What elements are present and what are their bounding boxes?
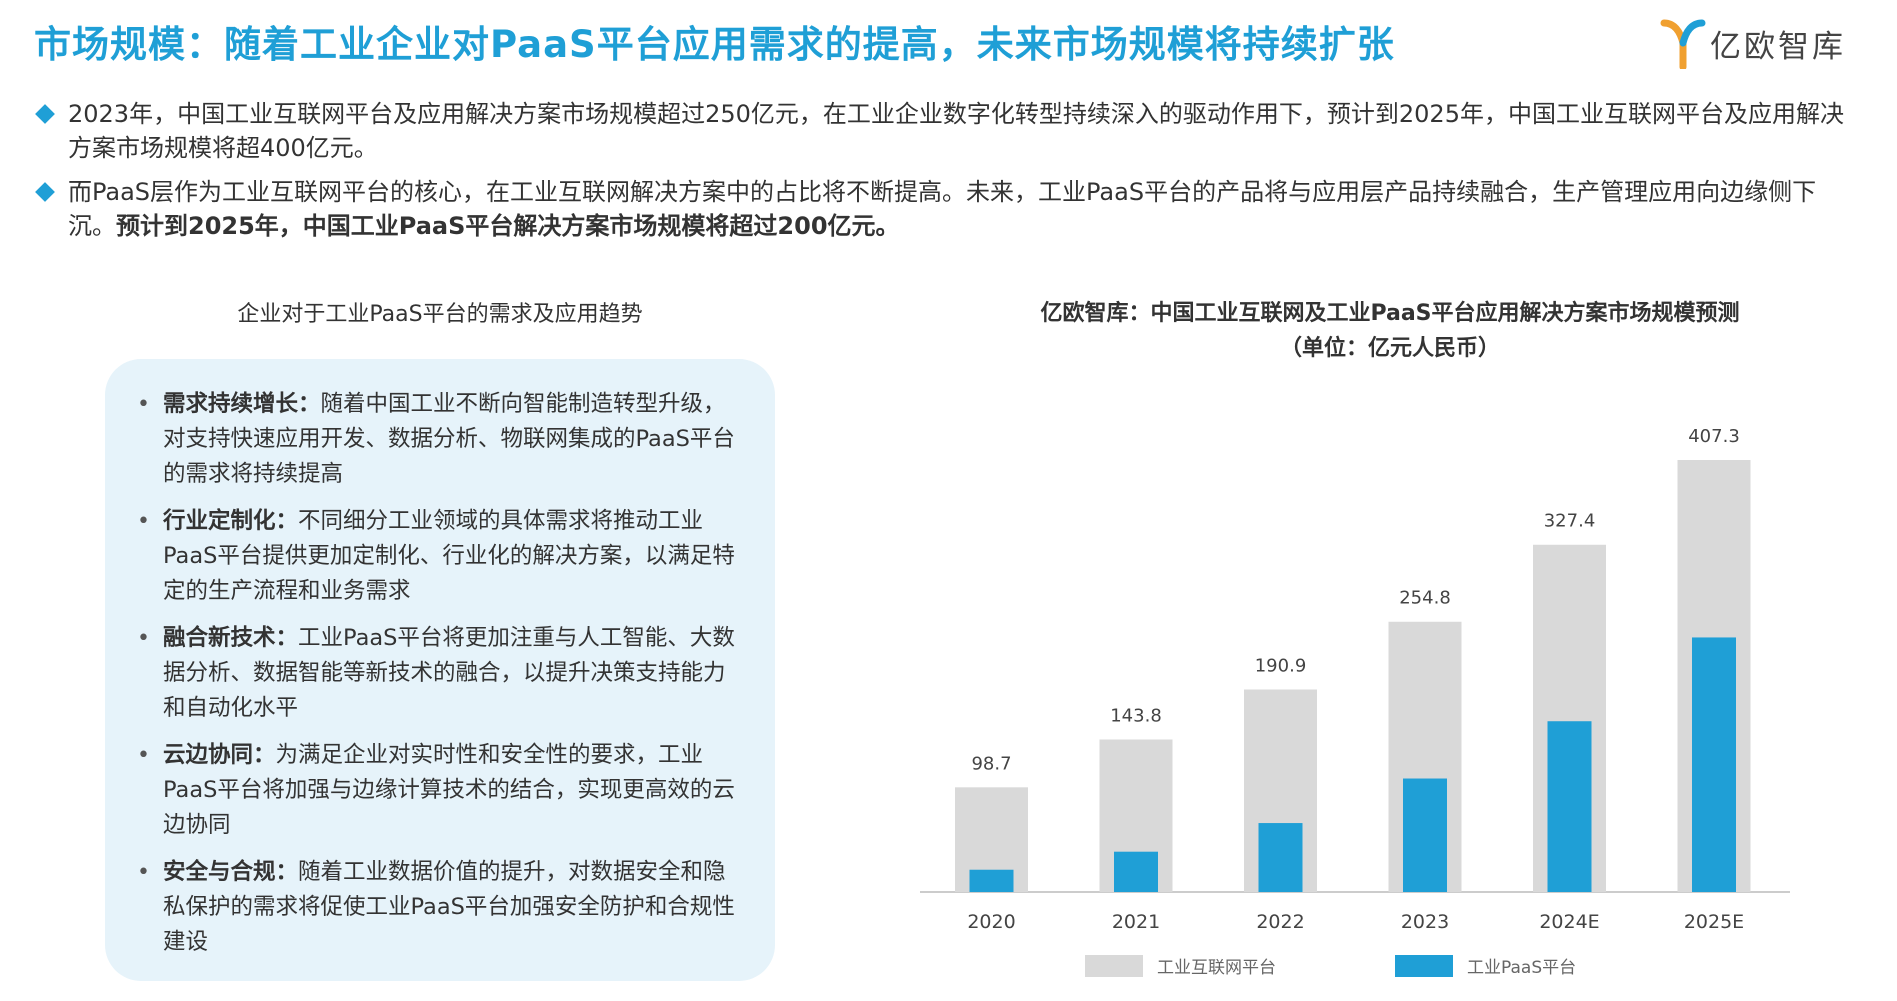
bullet-dot-icon: • bbox=[137, 392, 150, 417]
x-tick-label: 2023 bbox=[1401, 911, 1449, 933]
summary-bullet: 2023年，中国工业互联网平台及应用解决方案市场规模超过250亿元，在工业企业数… bbox=[34, 97, 1864, 165]
trend-item-head: 安全与合规： bbox=[163, 859, 299, 885]
trend-item-body: 不同细分工业领域的具体需求将推动工业PaaS平台提供更加定制化、行业化的解决方案… bbox=[163, 508, 735, 604]
trend-item-body: 工业PaaS平台将更加注重与人工智能、大数据分析、数据智能等新技术的融合，以提升… bbox=[163, 625, 735, 721]
x-tick-label: 2025E bbox=[1684, 911, 1744, 933]
bullet-dot-icon: • bbox=[137, 626, 150, 651]
page-title: 市场规模：随着工业企业对PaaS平台应用需求的提高，未来市场规模将持续扩张 bbox=[34, 23, 1395, 66]
legend-label-industrial-paas-platform: 工业PaaS平台 bbox=[1467, 958, 1576, 978]
bar-value-label: 327.4 bbox=[1544, 511, 1596, 532]
bullet-dot-icon: • bbox=[137, 743, 150, 768]
legend-swatch-industrial-paas-platform bbox=[1395, 955, 1453, 977]
brand-logo: 亿欧智库 bbox=[1660, 14, 1880, 72]
x-tick-label: 2020 bbox=[967, 911, 1015, 933]
trend-item-body: 随着中国工业不断向智能制造转型升级，对支持快速应用开发、数据分析、物联网集成的P… bbox=[163, 391, 735, 487]
bar-value-label: 254.8 bbox=[1399, 588, 1451, 609]
x-tick-label: 2021 bbox=[1112, 911, 1160, 933]
trend-item-head: 融合新技术： bbox=[163, 625, 299, 651]
chart-title-block: 亿欧智库：中国工业互联网及工业PaaS平台应用解决方案市场规模预测 （单位：亿元… bbox=[900, 296, 1880, 366]
bar-industrial-paas-platform bbox=[1114, 851, 1158, 892]
logo-text: 亿欧智库 bbox=[1710, 28, 1846, 65]
trend-item-head: 云边协同： bbox=[163, 742, 276, 768]
bar-value-label: 407.3 bbox=[1688, 426, 1740, 447]
bar-industrial-paas-platform bbox=[1403, 778, 1447, 892]
market-size-chart: 98.7 2020 143.8 2021 190.9 2022 254.8 2023 327.4… bbox=[920, 426, 1790, 978]
trend-item: • 安全与合规：随着工业数据价值的提升，对数据安全和隐私保护的需求将促使工业Paa… bbox=[131, 855, 745, 960]
trend-item: • 云边协同：为满足企业对实时性和安全性的要求，工业PaaS平台将加强与边缘计算技… bbox=[131, 738, 745, 843]
trend-item: • 行业定制化：不同细分工业领域的具体需求将推动工业PaaS平台提供更加定制化、行… bbox=[131, 504, 745, 609]
legend-swatch-industrial-internet-platform bbox=[1085, 955, 1143, 977]
bar-value-label: 98.7 bbox=[971, 753, 1011, 774]
legend-label-industrial-internet-platform: 工业互联网平台 bbox=[1157, 958, 1276, 978]
trend-item: • 融合新技术：工业PaaS平台将更加注重与人工智能、大数据分析、数据智能等新技术… bbox=[131, 621, 745, 726]
bar-industrial-paas-platform bbox=[1547, 721, 1592, 892]
x-tick-label: 2022 bbox=[1256, 911, 1304, 933]
trend-panel: • 需求持续增长：随着中国工业不断向智能制造转型升级，对支持快速应用开发、数据分析… bbox=[105, 359, 775, 981]
trend-item-body: 为满足企业对实时性和安全性的要求，工业PaaS平台将加强与边缘计算技术的结合，实… bbox=[163, 742, 735, 838]
trend-item: • 需求持续增长：随着中国工业不断向智能制造转型升级，对支持快速应用开发、数据分析… bbox=[131, 387, 745, 492]
summary-bullet-text: 2023年，中国工业互联网平台及应用解决方案市场规模超过250亿元，在工业企业数… bbox=[68, 100, 1844, 162]
diamond-bullet-icon bbox=[35, 104, 55, 124]
bar-industrial-paas-platform bbox=[969, 869, 1014, 892]
bar-value-label: 143.8 bbox=[1110, 705, 1162, 726]
logo-icon bbox=[1660, 19, 1706, 69]
trend-panel-title: 企业对于工业PaaS平台的需求及应用趋势 bbox=[237, 302, 643, 327]
bullet-dot-icon: • bbox=[137, 509, 150, 534]
bar-industrial-paas-platform bbox=[1692, 637, 1736, 892]
trend-item-body: 随着工业数据价值的提升，对数据安全和隐私保护的需求将促使工业PaaS平台加强安全… bbox=[163, 859, 735, 955]
trend-item-head: 行业定制化： bbox=[163, 508, 299, 534]
x-tick-label: 2024E bbox=[1539, 911, 1599, 933]
summary-bullet-bold-text: 预计到2025年，中国工业PaaS平台解决方案市场规模将超过200亿元。 bbox=[116, 212, 900, 240]
bar-value-label: 190.9 bbox=[1255, 656, 1307, 677]
summary-bullets: 2023年，中国工业互联网平台及应用解决方案市场规模超过250亿元，在工业企业数… bbox=[34, 97, 1864, 253]
summary-bullet-text: 而PaaS层作为工业互联网平台的核心，在工业互联网解决方案中的占比将不断提高。未… bbox=[68, 178, 1817, 240]
chart-title: 亿欧智库：中国工业互联网及工业PaaS平台应用解决方案市场规模预测 bbox=[1040, 301, 1740, 326]
summary-bullet: 而PaaS层作为工业互联网平台的核心，在工业互联网解决方案中的占比将不断提高。未… bbox=[34, 175, 1864, 243]
chart-subtitle: （单位：亿元人民币） bbox=[1279, 336, 1500, 361]
bar-industrial-paas-platform bbox=[1258, 823, 1303, 892]
diamond-bullet-icon bbox=[35, 182, 55, 202]
bullet-dot-icon: • bbox=[137, 860, 150, 885]
trend-item-head: 需求持续增长： bbox=[163, 391, 321, 417]
